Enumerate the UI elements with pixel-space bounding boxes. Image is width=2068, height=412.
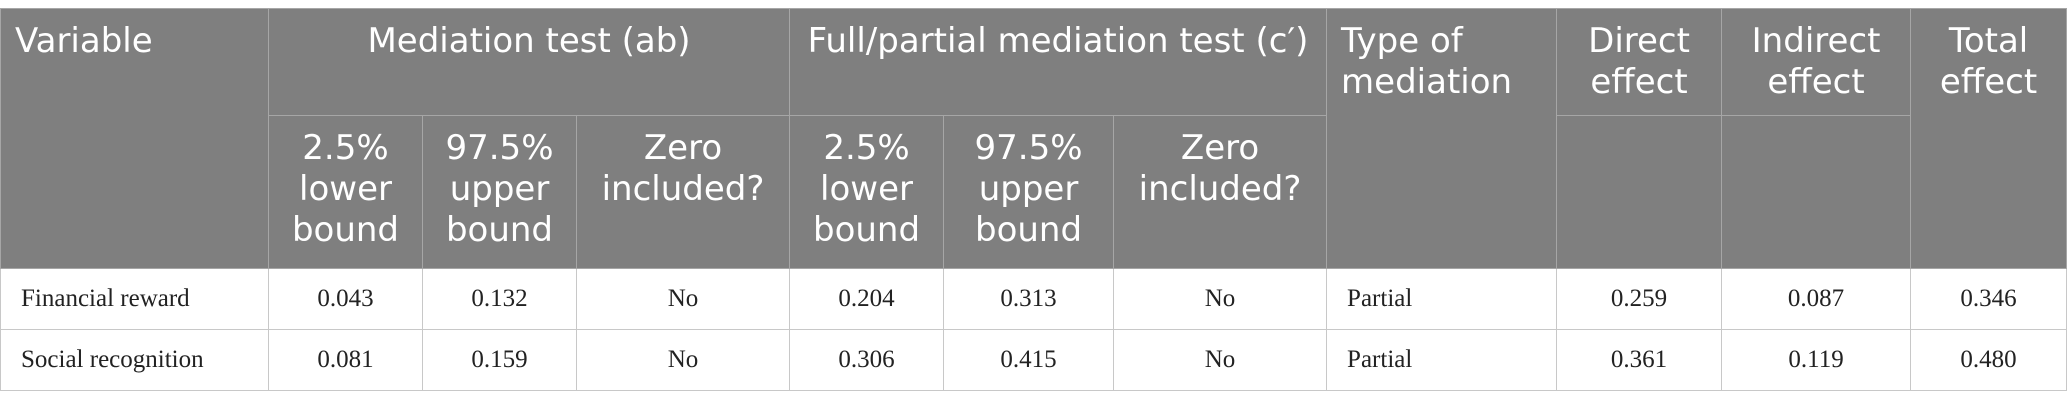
- table-cell: 0.346: [1910, 268, 2068, 330]
- table-cell: Partial: [1326, 268, 1558, 330]
- table-cell: 0.415: [943, 329, 1115, 391]
- table-cell: 0.119: [1721, 329, 1912, 391]
- table-cell: 0.204: [789, 268, 945, 330]
- header-cell: Type of mediation: [1326, 8, 1558, 269]
- mediation-table: Variable Mediation test (ab) Full/partia…: [0, 8, 2068, 391]
- header-cell: Full/partial mediation test (c′): [789, 8, 1328, 116]
- table-cell: 0.132: [422, 268, 577, 330]
- subheader-cell: 2.5% lower bound: [268, 115, 423, 269]
- table-body: Financial reward 0.043 0.132 No 0.204 0.313 No…: [0, 268, 2068, 391]
- empty-cell: [1721, 115, 1912, 269]
- header-cell: Direct effect: [1556, 8, 1723, 116]
- table-cell: Partial: [1326, 329, 1558, 391]
- table-cell: No: [1113, 268, 1328, 330]
- table-row: Financial reward 0.043 0.132 No 0.204 0.313 No…: [0, 268, 2068, 330]
- table-cell: 0.259: [1556, 268, 1723, 330]
- table-cell: Social recognition: [0, 329, 269, 391]
- header-cell: Variable: [0, 8, 269, 269]
- table-cell: 0.081: [268, 329, 423, 391]
- subheader-cell: 97.5% upper bound: [943, 115, 1115, 269]
- table-cell: Financial reward: [0, 268, 269, 330]
- header-cell: Total effect: [1910, 8, 2068, 269]
- subheader-cell: 2.5% lower bound: [789, 115, 945, 269]
- header-cell: Mediation test (ab): [267, 8, 791, 116]
- table-cell: 0.306: [789, 329, 945, 391]
- table-cell: 0.313: [943, 268, 1115, 330]
- subheader-cell: 97.5% upper bound: [422, 115, 577, 269]
- table-row: Social recognition 0.081 0.159 No 0.306 0.415…: [0, 329, 2068, 391]
- subheader-cell: Zero included?: [1113, 115, 1328, 269]
- table-cell: 0.043: [268, 268, 423, 330]
- table-cell: No: [1113, 329, 1328, 391]
- table-cell: No: [575, 268, 791, 330]
- header-cell: Indirect effect: [1721, 8, 1912, 116]
- subheader-cell: Zero included?: [575, 115, 791, 269]
- table-cell: 0.361: [1556, 329, 1723, 391]
- table-cell: No: [575, 329, 791, 391]
- table-cell: 0.480: [1910, 329, 2068, 391]
- table-cell: 0.159: [422, 329, 577, 391]
- table-cell: 0.087: [1721, 268, 1912, 330]
- empty-cell: [1556, 115, 1723, 269]
